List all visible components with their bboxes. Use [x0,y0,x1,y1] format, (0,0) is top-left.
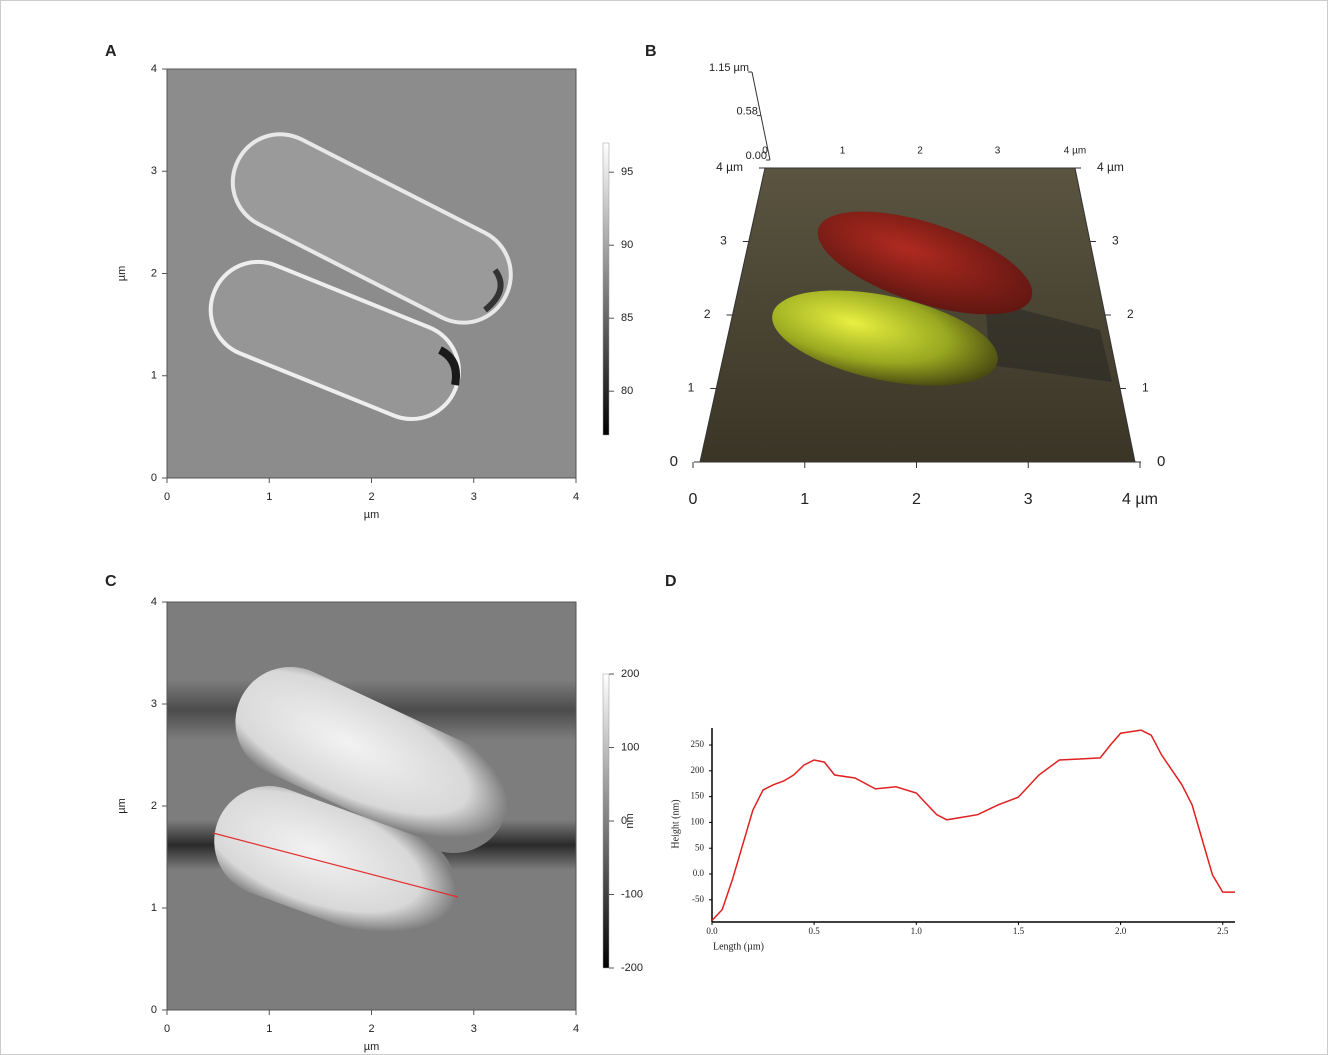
y-tick-label: 3 [720,234,727,248]
colorbar-tick-label: 100 [621,741,639,753]
x-tick-label-back: 2 [917,146,923,157]
y-tick-label: 200 [691,765,705,775]
x-tick-label-back: 3 [995,146,1001,157]
y-tick-label: 0 [670,453,678,470]
x-tick-label-back: 4 µm [1064,146,1086,157]
y-tick-label: 4 [151,63,157,75]
colorbar-tick-label: -200 [621,962,643,974]
y-tick-label: 3 [151,698,157,710]
x-tick-label: 1.0 [911,926,923,936]
y-tick-label: 100 [691,816,705,826]
y-axis-label: µm [116,798,128,814]
x-tick-label: 3 [1024,491,1033,508]
x-tick-label: 0 [689,491,698,508]
x-tick-label: 2.0 [1115,926,1127,936]
x-tick-label: 1 [800,491,809,508]
colorbar-tick-label: 80 [621,385,633,397]
y-tick-label-right: 0 [1157,453,1165,470]
afm-surface-b [700,168,1135,462]
x-tick-label: 3 [471,491,477,503]
colorbar [603,143,609,435]
y-axis-label: µm [116,266,128,282]
y-tick-label: 150 [691,791,705,801]
y-tick-label: 50 [695,842,705,852]
y-tick-label: 1 [151,370,157,382]
x-axis-label: µm [364,1041,380,1053]
x-tick-label: 1 [266,1023,272,1035]
x-tick-label: 0 [164,491,170,503]
y-tick-label: 0 [151,472,157,484]
x-tick-label: 3 [471,1023,477,1035]
y-tick-label: 3 [151,165,157,177]
z-tick-label: 0.58 [736,106,757,118]
data-line [712,730,1235,920]
x-tick-label: 1 [266,491,272,503]
x-tick-label: 0.5 [809,926,821,936]
x-tick-label-back: 1 [840,146,846,157]
panel-label: B [645,43,657,60]
x-tick-label: 2 [368,1023,374,1035]
afm-image-c [167,602,576,1010]
y-axis-label: Height (nm) [670,799,681,848]
colorbar-tick-label: 90 [621,239,633,251]
y-tick-label-right: 4 µm [1097,160,1124,174]
y-tick-label: 2 [151,800,157,812]
x-tick-label: 1.5 [1013,926,1025,936]
y-tick-label-right: 3 [1112,234,1119,248]
y-tick-label: -50 [692,894,704,904]
y-tick-label: 0.0 [693,868,705,878]
colorbar-label: nm [624,813,636,828]
y-tick-label: 0 [151,1004,157,1016]
panel-label: A [105,43,117,60]
x-tick-label: 0 [164,1023,170,1035]
x-tick-label: 4 µm [1122,491,1158,508]
z-tick-label: 1.15 µm [709,62,749,74]
y-tick-label: 4 [151,596,157,608]
colorbar-tick-label: 200 [621,668,639,680]
colorbar [603,674,609,968]
y-tick-label: 2 [151,267,157,279]
z-tick-label: 0.00 [746,150,767,162]
colorbar-tick-label: -100 [621,888,643,900]
colorbar-tick-label: 95 [621,166,633,178]
y-tick-label: 4 µm [716,160,743,174]
afm-image-a [167,69,576,478]
x-tick-label: 4 [573,1023,579,1035]
y-tick-label-right: 2 [1127,307,1134,321]
x-axis-label: µm [364,509,380,521]
x-tick-label: 4 [573,491,579,503]
y-tick-label: 2 [704,307,711,321]
x-tick-label: 2.5 [1217,926,1229,936]
panel-label: D [665,573,677,590]
panel-label: C [105,573,117,590]
y-tick-label: 1 [151,902,157,914]
colorbar-tick-label: 85 [621,312,633,324]
x-axis-label: Length (µm) [713,941,764,952]
y-tick-label: 250 [691,739,705,749]
figure: A0123401234µmµm80859095B001122334 µm4 µm… [0,0,1328,1055]
x-tick-label: 2 [912,491,921,508]
x-tick-label: 2 [368,491,374,503]
x-tick-label: 0.0 [706,926,718,936]
y-tick-label-right: 1 [1142,381,1149,395]
y-tick-label: 1 [688,381,695,395]
